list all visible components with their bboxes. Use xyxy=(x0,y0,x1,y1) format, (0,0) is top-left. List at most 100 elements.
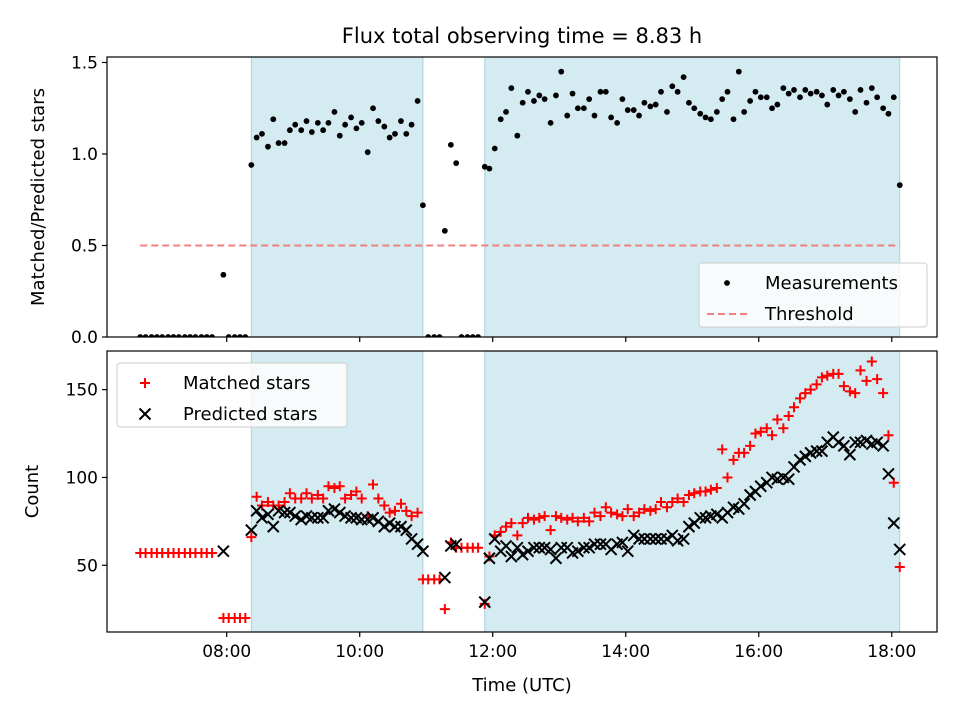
measurement-point xyxy=(835,92,842,99)
measurement-point xyxy=(503,109,509,115)
measurement-point xyxy=(420,202,426,209)
measurement-point xyxy=(137,334,144,337)
measurement-point xyxy=(336,132,343,139)
matched-star-point xyxy=(705,484,716,495)
measurement-point xyxy=(392,130,398,137)
measurement-point xyxy=(680,74,687,81)
matched-star-point xyxy=(683,490,694,501)
predicted-star-point xyxy=(682,520,696,533)
matched-star-point xyxy=(667,497,678,508)
measurement-point xyxy=(813,88,820,95)
measurement-point xyxy=(491,145,498,152)
measurement-point xyxy=(231,334,238,337)
predicted-star-point xyxy=(754,480,767,493)
measurement-point xyxy=(769,105,775,112)
predicted-star-point xyxy=(870,436,884,449)
measurement-point xyxy=(757,94,764,101)
matched-star-point xyxy=(833,368,844,379)
matched-star-point xyxy=(794,393,805,404)
matched-star-point xyxy=(606,507,617,518)
measurement-point xyxy=(486,165,493,172)
legend-swatch-x xyxy=(138,407,152,421)
measurement-point xyxy=(819,92,825,99)
measurement-point xyxy=(303,118,310,124)
predicted-star-point xyxy=(344,511,358,525)
matched-star-point xyxy=(778,423,789,434)
matched-star-point xyxy=(739,447,750,458)
predicted-star-point xyxy=(411,537,424,551)
measurement-point xyxy=(880,105,887,112)
matched-star-point xyxy=(844,386,855,397)
measurement-point xyxy=(292,121,299,128)
measurement-point xyxy=(441,227,448,234)
predicted-star-point xyxy=(594,537,607,551)
measurement-point xyxy=(242,334,249,337)
measurement-point xyxy=(209,334,215,337)
matched-star-point xyxy=(545,525,556,536)
predicted-star-point xyxy=(799,450,812,463)
matched-star-point xyxy=(528,514,539,525)
matched-star-point xyxy=(384,507,395,518)
measurement-point xyxy=(248,162,255,168)
predicted-star-point xyxy=(383,516,396,530)
predicted-star-point xyxy=(793,453,807,467)
matched-star-point xyxy=(340,493,351,504)
measurement-point xyxy=(752,88,759,95)
predicted-star-point xyxy=(516,548,529,561)
matched-star-point xyxy=(578,512,589,523)
matched-star-point xyxy=(816,372,827,383)
legend-label: Predicted stars xyxy=(183,404,317,425)
matched-star-point xyxy=(406,511,417,522)
measurement-point xyxy=(619,96,626,102)
measurement-point xyxy=(852,109,859,115)
predicted-star-point xyxy=(743,488,757,502)
predicted-star-point xyxy=(876,439,890,453)
legend: Measurements Threshold xyxy=(698,262,928,328)
matched-star-point xyxy=(711,482,722,493)
matched-star-point xyxy=(617,511,628,522)
measurement-point xyxy=(890,94,897,101)
predicted-star-point xyxy=(660,532,674,546)
matched-star-point xyxy=(584,516,595,527)
predicted-star-point xyxy=(843,448,857,461)
predicted-star-point xyxy=(438,571,452,584)
matched-star-point xyxy=(306,493,317,504)
measurement-point xyxy=(885,110,892,117)
matched-star-point xyxy=(484,551,495,562)
measurement-point xyxy=(464,334,471,337)
measurement-point xyxy=(370,105,376,112)
predicted-star-point xyxy=(499,539,513,553)
matched-star-point xyxy=(329,482,340,493)
matched-star-point xyxy=(479,598,490,609)
predicted-star-point xyxy=(511,541,524,554)
predicted-star-point xyxy=(378,520,391,533)
measurement-point xyxy=(547,119,554,126)
matched-star-point xyxy=(894,562,905,573)
bottom-panel: 50 100 150 08:00 10:00 12:00 14:00 16:00 18:00 Co… xyxy=(22,350,938,696)
y-axis-label: Matched/Predicted stars xyxy=(28,88,49,306)
predicted-star-point xyxy=(782,472,795,486)
predicted-star-point xyxy=(644,532,657,546)
matched-star-point xyxy=(539,511,550,522)
matched-star-point xyxy=(395,498,406,509)
matched-star-point xyxy=(572,516,583,527)
measurement-point xyxy=(564,112,571,119)
y-tick-label: 0.0 xyxy=(71,328,98,348)
measurement-point xyxy=(308,129,315,135)
measurement-point xyxy=(364,149,371,156)
predicted-star-point xyxy=(815,444,829,458)
predicted-star-point xyxy=(694,511,707,525)
predicted-star-point xyxy=(649,532,662,546)
measurement-point xyxy=(602,88,609,95)
matched-star-point xyxy=(866,356,877,367)
matched-star-point xyxy=(634,507,645,518)
measurement-point xyxy=(553,92,559,99)
measurement-point xyxy=(614,119,621,126)
measurement-point xyxy=(381,123,388,130)
measurement-point xyxy=(414,98,421,104)
measurement-point xyxy=(586,96,593,102)
measurement-point xyxy=(896,182,903,189)
predicted-star-point xyxy=(832,436,845,449)
measurement-point xyxy=(375,118,382,124)
measurement-point xyxy=(514,132,521,139)
